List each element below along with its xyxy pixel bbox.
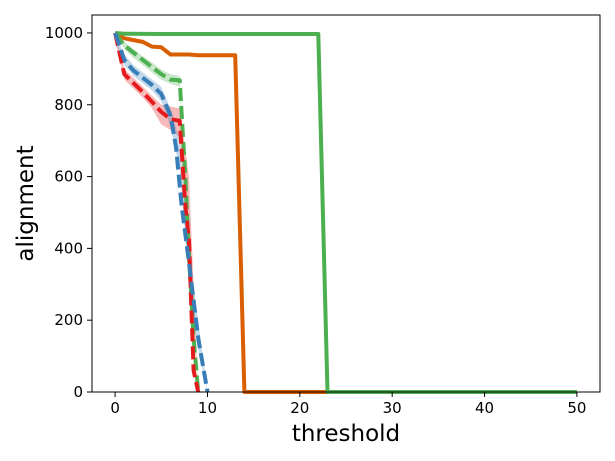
- x-tick-label: 30: [383, 399, 402, 417]
- y-tick-label: 800: [54, 96, 83, 114]
- series-line-4: [113, 32, 210, 393]
- y-axis-label: alignment: [13, 145, 39, 261]
- y-tick-label: 1000: [45, 24, 83, 42]
- x-axis: 0 10 20 30 40 50: [110, 392, 586, 417]
- confidence-band-3: [115, 32, 199, 392]
- y-tick-label: 600: [54, 168, 83, 186]
- confidence-bands: [115, 32, 208, 392]
- series-line-0: [114, 31, 577, 394]
- x-tick-label: 50: [567, 399, 586, 417]
- x-tick-label: 40: [475, 399, 494, 417]
- x-axis-label: threshold: [292, 421, 400, 447]
- series-lines: [113, 31, 577, 394]
- series-line-3: [113, 32, 201, 393]
- x-tick-label: 0: [110, 399, 120, 417]
- x-tick-label: 20: [290, 399, 309, 417]
- y-tick-label: 400: [54, 239, 83, 257]
- x-tick-label: 10: [198, 399, 217, 417]
- plot-frame: [91, 14, 601, 393]
- y-tick-label: 200: [54, 311, 83, 329]
- y-tick-label: 0: [73, 383, 83, 401]
- series-line-1: [114, 31, 577, 394]
- y-axis: 0 200 400 600 800 1000: [45, 24, 92, 401]
